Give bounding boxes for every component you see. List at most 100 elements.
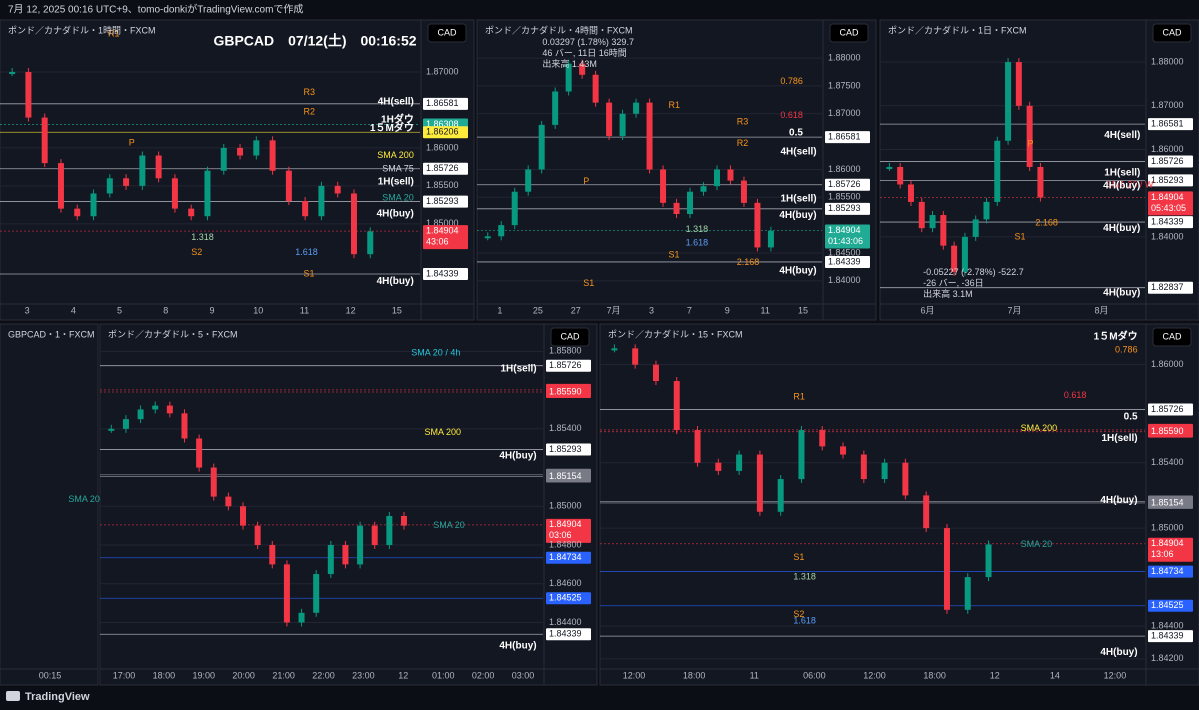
time-label: 4 [71,305,76,315]
time-label: 18:00 [683,670,706,680]
price-label: 1.85154 [549,471,582,481]
candle [943,528,950,610]
price-tag [1148,403,1193,416]
price-label: 1.84600 [549,578,582,588]
price-tag [423,126,468,139]
candle [1026,105,1033,167]
annotation: 4H(sell) [378,96,414,107]
candle [886,166,893,169]
time-label: 18:00 [153,670,176,680]
time-label: 15 [392,305,402,315]
price-label: 1.86000 [1151,359,1184,369]
price-label: 1.85500 [828,192,861,202]
price-label: 1.87000 [828,108,861,118]
price-tag [546,386,591,399]
annotation: 1５Mダウ [1094,330,1138,343]
candle [756,454,763,512]
time-label: 11 [750,670,759,680]
candle [700,186,707,192]
price-label: 1.82837 [1151,282,1184,292]
candle [137,409,144,420]
price-tag [1148,537,1193,562]
time-label: 14 [1050,670,1060,680]
time-label: 7月 [607,305,621,315]
annotation: 4H(buy) [1100,495,1137,506]
candle [646,102,653,170]
time-label: 9 [725,305,730,315]
candle [196,438,203,468]
annotation: 1H(sell) [500,363,536,374]
price-label: 1.86581 [426,98,459,108]
annotation: 4H(buy) [779,265,816,276]
annotation: 1.618 [793,616,816,626]
annotation: 4H(sell) [1104,130,1140,141]
candle [166,405,173,414]
annotation: 1.318 [793,571,816,581]
price-label: 1.85154 [1151,497,1184,507]
annotation: R2 [737,138,749,148]
price-tag [1148,155,1193,168]
time-label: 12 [398,670,408,680]
candle [371,525,378,546]
candle [57,163,64,209]
annotation: P [583,176,589,186]
candle [313,574,320,613]
time-label: 20:00 [232,670,255,680]
candle [108,428,115,431]
price-tag [423,195,468,208]
candle [171,178,178,209]
price-label: 1.86308 [426,119,459,129]
price-tag [1148,174,1193,187]
candle [951,245,958,272]
time-label: 1 [497,305,502,315]
price-label: 1.86000 [426,142,459,152]
panel-title: ポンド／カナダドル・1日・FXCM [888,24,1027,35]
time-label: 11 [300,305,309,315]
price-tag [1148,191,1193,216]
candle [400,515,407,526]
candle [777,479,784,512]
candle [754,202,761,248]
annotation: 1.318 [686,224,709,234]
candle [225,496,232,507]
headline: GBPCAD 07/12(土) 00:16:52 [213,33,416,49]
price-tag [825,178,870,191]
annotation: 0.786 [780,76,803,86]
currency-label: CAD [437,27,457,37]
candle [511,191,518,226]
candle [1015,62,1022,106]
price-label: 1.84400 [1151,621,1184,631]
annotation: 1Hダウ [381,112,414,125]
annotation: 1５Mダウ [370,121,414,134]
candle [74,208,81,217]
candle [318,185,325,217]
annotation: S1 [1015,231,1026,241]
candle [106,178,113,194]
price-timer: 13:06 [1151,549,1174,559]
annotation: 出来高 1.43M [542,58,597,69]
candle [367,231,374,255]
candle [592,74,599,103]
price-label: 1.85000 [426,218,459,228]
candle [327,545,334,575]
candle [619,113,626,137]
candle [139,155,146,186]
price-tag [423,97,468,110]
time-label: 7 [687,305,692,315]
price-label: 1.84734 [1151,566,1184,576]
candle [41,117,48,164]
candle [860,454,867,480]
candle [302,201,309,217]
price-tag [1148,599,1193,612]
price-label: 1.85400 [549,423,582,433]
chart-panel: SMA 20 00:15 GBPCAD・1・FXCM [0,323,100,686]
candle [713,169,720,187]
price-label: 1.84904 [426,225,459,235]
annotation: 46 バー, 11日 16時間 [542,48,626,58]
candle [342,545,349,565]
candle [660,169,667,203]
panel-bg [0,323,99,686]
caption: 7月 12, 2025 00:16 UTC+9、tomo-donkiがTradi… [8,3,303,16]
candle [633,102,640,114]
candle [90,193,97,217]
